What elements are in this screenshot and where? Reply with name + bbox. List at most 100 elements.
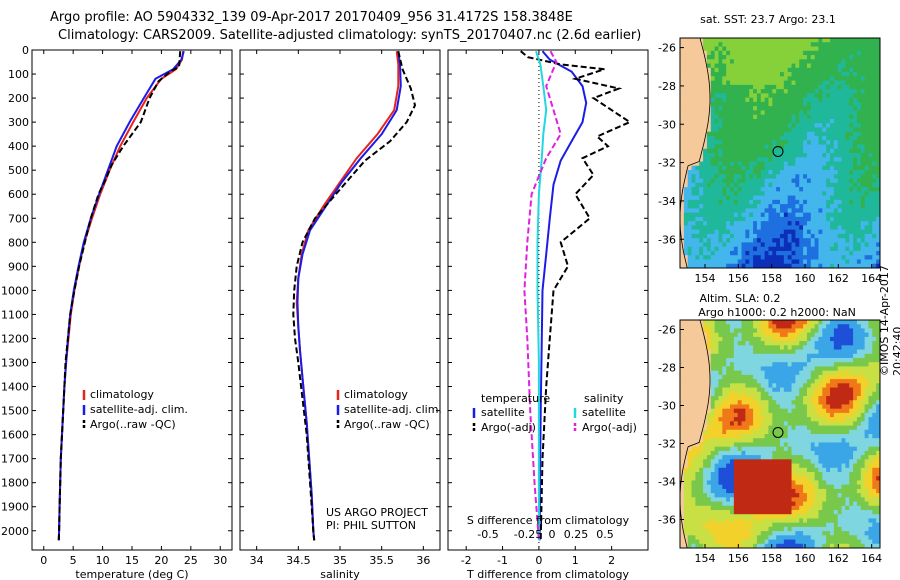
map-cell [710,255,716,260]
x-tick-label: -1 [497,554,508,567]
map-cell [737,67,742,73]
map-cell [749,225,754,231]
map-cell [776,396,781,401]
map-cell [695,345,700,350]
map-cell [876,370,881,376]
map-cell [826,233,831,239]
map-cell [837,118,842,124]
map-cell [691,400,696,405]
map-cell [749,67,754,73]
map-cell [683,157,689,162]
map-cell [730,459,735,464]
map-cell [737,383,742,388]
map-cell [818,417,823,422]
map-cell [860,374,866,380]
map-cell [760,114,766,120]
map-cell [683,438,689,443]
map-cell [864,114,869,120]
map-cell [783,50,789,56]
map-cell [745,255,750,260]
map-cell [683,46,689,52]
map-cell [841,446,846,452]
map-cell [749,412,754,418]
map-cell [791,148,796,154]
map-cell [680,412,685,418]
map-cell [841,417,846,422]
map-cell [722,114,727,120]
map-cell [868,374,873,380]
map-cell [749,455,754,460]
map-cell [803,255,808,260]
map-cell [714,216,719,222]
map-cell [695,225,700,231]
map-cell [718,84,723,90]
map-cell [745,345,750,350]
map-cell [833,341,839,346]
map-cell [703,72,708,77]
map-cell [876,42,881,47]
map-cell [768,358,773,363]
map-cell [768,379,773,384]
map-cell [845,63,850,69]
map-cell [830,157,835,162]
map-cell [749,242,754,248]
map-cell [814,38,819,43]
map-cell [826,114,831,120]
map-cell [833,362,839,367]
map-cell [791,341,796,346]
map-cell [818,144,823,150]
map-cell [845,446,850,452]
map-cell [876,165,881,171]
map-cell [680,391,685,397]
map-cell [806,187,812,192]
map-cell [818,238,823,243]
map-cell [868,114,873,120]
map-cell [780,362,785,367]
map-cell [853,324,858,329]
map-cell [730,67,735,73]
map-cell [860,324,866,329]
map-cell [718,131,723,137]
map-cell [803,349,808,355]
map-cell [780,42,785,47]
map-cell [830,55,835,60]
map-cell [714,204,719,209]
map-cell [726,131,731,137]
map-cell [853,408,858,414]
map-cell [722,208,727,214]
map-cell [706,127,712,133]
map-cell [853,93,858,99]
map-cell [856,370,862,376]
map-cell [756,442,762,448]
map-cell [826,463,831,469]
map-cell [803,225,808,231]
map-cell [691,127,696,133]
map-cell [830,63,835,69]
map-cell [818,345,823,350]
map-cell [730,438,735,443]
map-cell [806,208,812,214]
map-cell [864,144,869,150]
map-cell [780,63,785,69]
map-cell [783,127,789,133]
map-cell [868,242,873,248]
map-cell [837,38,842,43]
map-cell [780,379,785,384]
map-cell [814,114,819,120]
map-cell [760,238,766,243]
map-cell [780,106,785,111]
map-cell [680,118,685,124]
map-cell [741,442,746,448]
map-cell [787,204,792,209]
map-cell [780,391,785,397]
map-cell [714,191,719,196]
map-cell [703,38,708,43]
map-cell [872,63,877,69]
map-cell [845,204,850,209]
map-cell [872,131,877,137]
map-cell [733,72,739,77]
map-cell [783,84,789,90]
secondary-axis-label: S difference from climatology [467,514,630,527]
map-cell [776,178,781,184]
map-cell [868,38,873,43]
